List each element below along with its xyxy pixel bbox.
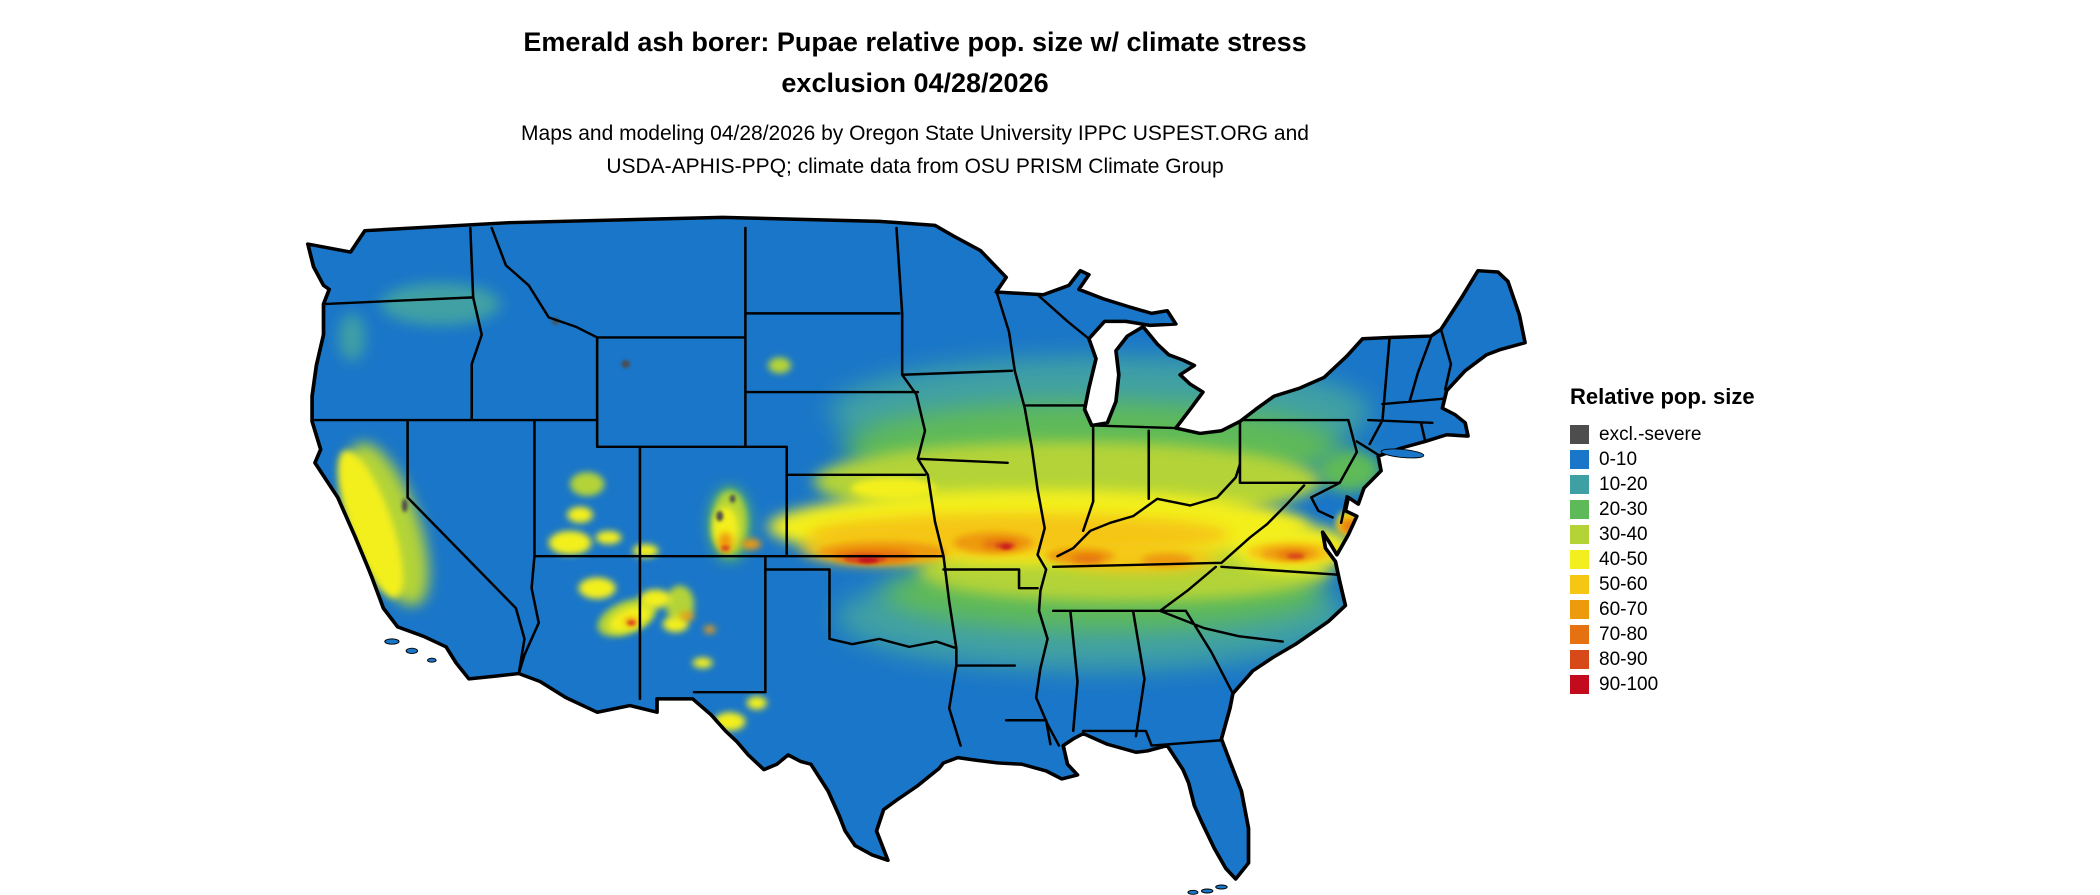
florida-key	[1187, 889, 1199, 895]
legend-label: 0-10	[1599, 449, 1638, 470]
legend-items: excl.-severe 0-10 10-20 20-30 30-40 40-50 50-6…	[1570, 422, 1850, 697]
legend-swatch	[1570, 450, 1589, 469]
legend-item: 30-40	[1570, 522, 1850, 547]
florida-key	[1215, 884, 1228, 890]
header: Emerald ash borer: Pupae relative pop. s…	[295, 22, 1535, 183]
legend-item: 20-30	[1570, 497, 1850, 522]
legend-swatch	[1570, 475, 1589, 494]
subtitle-line-2: USDA-APHIS-PPQ; climate data from OSU PR…	[606, 155, 1224, 178]
legend-swatch	[1570, 425, 1589, 444]
us-map	[305, 215, 1527, 895]
legend-item: 90-100	[1570, 672, 1850, 697]
legend-label: 60-70	[1599, 599, 1648, 620]
channel-island	[427, 657, 437, 663]
legend-swatch	[1570, 600, 1589, 619]
page-subtitle: Maps and modeling 04/28/2026 by Oregon S…	[295, 117, 1535, 183]
legend-item: 0-10	[1570, 447, 1850, 472]
us-outline	[305, 215, 1527, 881]
legend-item: 60-70	[1570, 597, 1850, 622]
legend-label: 90-100	[1599, 674, 1659, 695]
legend: Relative pop. size excl.-severe 0-10 10-20…	[1570, 384, 1850, 697]
offshore-islands	[384, 448, 1425, 895]
legend-swatch	[1570, 675, 1589, 694]
legend-swatch	[1570, 500, 1589, 519]
legend-label: 10-20	[1599, 474, 1648, 495]
heat-hotspots-red	[857, 544, 1012, 563]
channel-island	[405, 647, 419, 655]
legend-label: 20-30	[1599, 499, 1648, 520]
legend-label: 40-50	[1599, 549, 1648, 570]
legend-label: 70-80	[1599, 624, 1648, 645]
legend-swatch	[1570, 550, 1589, 569]
legend-swatch	[1570, 575, 1589, 594]
title-line-2: exclusion 04/28/2026	[781, 68, 1049, 98]
legend-item: 10-20	[1570, 472, 1850, 497]
heat-layer	[307, 217, 1526, 879]
legend-label: 80-90	[1599, 649, 1648, 670]
subtitle-line-1: Maps and modeling 04/28/2026 by Oregon S…	[521, 122, 1309, 145]
legend-item: 40-50	[1570, 547, 1850, 572]
legend-label: 30-40	[1599, 524, 1648, 545]
legend-swatch	[1570, 650, 1589, 669]
excluded-severe-specks	[401, 318, 736, 522]
state-borders	[313, 226, 1453, 747]
channel-island	[384, 638, 400, 645]
long-island	[1380, 448, 1425, 459]
legend-item: 70-80	[1570, 622, 1850, 647]
title-line-1: Emerald ash borer: Pupae relative pop. s…	[523, 27, 1307, 57]
legend-item: 50-60	[1570, 572, 1850, 597]
legend-label: 50-60	[1599, 574, 1648, 595]
legend-swatch	[1570, 525, 1589, 544]
legend-label: excl.-severe	[1599, 424, 1702, 445]
florida-key	[1200, 888, 1214, 894]
legend-title: Relative pop. size	[1570, 384, 1755, 409]
legend-item: 80-90	[1570, 647, 1850, 672]
legend-swatch	[1570, 625, 1589, 644]
page-title: Emerald ash borer: Pupae relative pop. s…	[295, 22, 1535, 104]
legend-item: excl.-severe	[1570, 422, 1850, 447]
